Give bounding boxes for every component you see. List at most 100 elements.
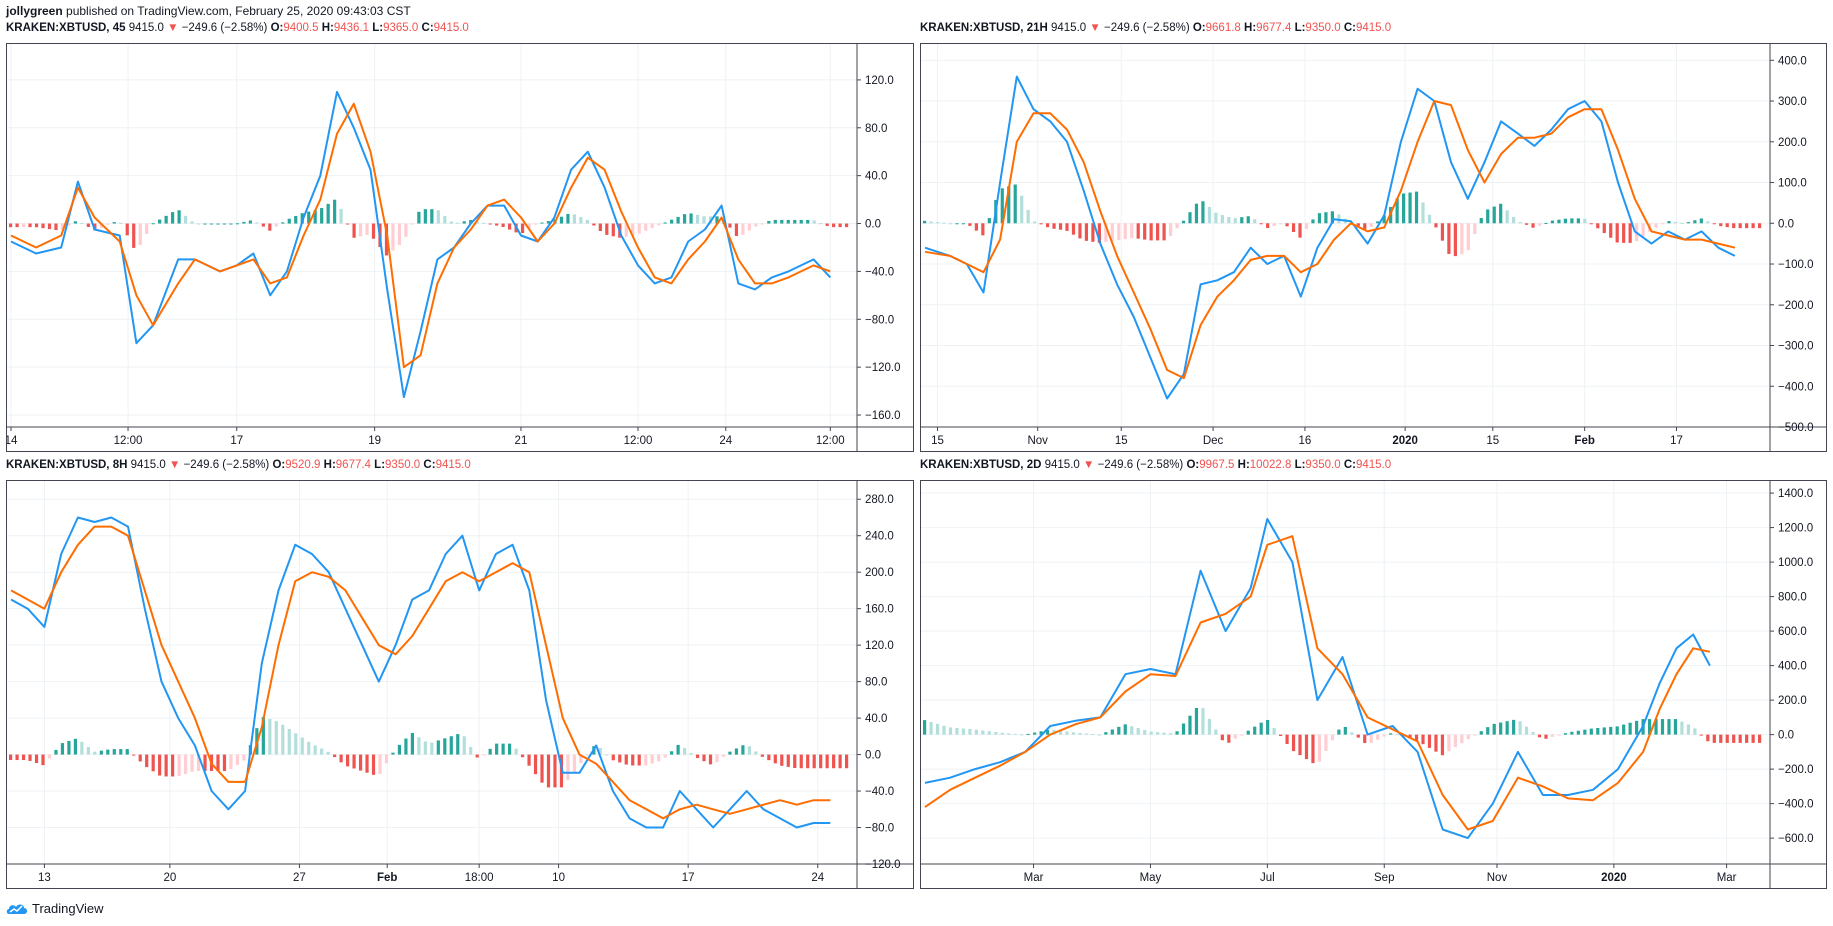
histogram-bar <box>1654 719 1658 735</box>
histogram-bar <box>1486 727 1490 735</box>
histogram-bar <box>125 223 129 236</box>
histogram-bar <box>1499 722 1503 735</box>
histogram-bar <box>358 754 363 771</box>
histogram-bar <box>1751 223 1755 229</box>
down-arrow-icon: ▼ <box>1089 22 1101 34</box>
histogram-bar <box>572 214 577 224</box>
histogram-bar <box>456 734 460 755</box>
histogram-bar <box>1304 734 1309 760</box>
y-tick-label: −400.0 <box>1778 799 1814 811</box>
histogram-bar <box>1641 223 1645 237</box>
histogram-bar <box>1583 729 1587 735</box>
signal-line <box>924 535 1711 831</box>
y-tick-label: 200.0 <box>1778 695 1807 707</box>
x-tick-label: 15 <box>931 435 944 447</box>
close-label: C: <box>1343 22 1356 34</box>
histogram-bar <box>339 754 343 763</box>
histogram-bar <box>747 223 751 231</box>
histogram-bar <box>514 748 518 755</box>
histogram-bar <box>508 743 512 755</box>
histogram-bar <box>767 221 771 224</box>
footer-brand[interactable]: TradingView <box>6 898 104 918</box>
histogram-bar <box>1259 722 1263 735</box>
histogram-bar <box>987 218 991 224</box>
histogram-bar <box>1065 731 1069 735</box>
histogram-bar <box>929 721 933 735</box>
histogram-bar <box>994 732 998 735</box>
histogram-bar <box>261 716 265 755</box>
histogram-bar <box>469 220 473 224</box>
histogram-bar <box>637 754 641 766</box>
histogram-bar <box>495 223 499 226</box>
histogram-bar <box>1246 216 1250 224</box>
symbol-label[interactable]: KRAKEN:XBTUSD, 45 <box>6 22 126 34</box>
histogram-bar <box>423 741 427 755</box>
histogram-bar <box>1337 729 1341 735</box>
histogram-bar <box>1492 206 1496 224</box>
histogram-bar <box>1738 734 1742 743</box>
macd-chart-45m[interactable]: 120.0 80.0 40.0 0.0 −40.0 −80.0 −120.0 −160.0 14… <box>6 43 914 452</box>
histogram-bar <box>47 223 52 230</box>
histogram-bar <box>1635 720 1639 735</box>
histogram-bar <box>209 223 214 225</box>
x-tick-label: 13 <box>38 872 51 884</box>
histogram-bar <box>585 754 589 756</box>
histogram-bar <box>1596 727 1600 735</box>
histogram-bar <box>1143 223 1147 240</box>
histogram-bar <box>624 223 628 237</box>
histogram-bar <box>164 215 168 224</box>
histogram-bar <box>572 754 577 772</box>
histogram-bar <box>1602 727 1606 735</box>
author-name[interactable]: jollygreen <box>6 4 63 18</box>
histogram-bar <box>1033 732 1037 735</box>
histogram-bar <box>780 754 784 766</box>
histogram-bar <box>86 223 90 227</box>
high-value: 9677.4 <box>1256 22 1292 34</box>
chart-svg: 280.0 240.0 200.0 160.0 120.0 80.0 40.0 0.0 −40.… <box>7 481 913 888</box>
histogram-bar <box>138 223 142 246</box>
macd-chart-21h[interactable]: 400.0 300.0 200.0 100.0 0.0 −100.0 −200.0 −300.… <box>920 43 1827 452</box>
histogram-bar <box>1227 217 1231 224</box>
histogram-bar <box>734 748 739 755</box>
histogram-bar <box>73 738 78 755</box>
histogram-bar <box>1162 223 1166 241</box>
histogram-bar <box>1628 223 1632 243</box>
y-tick-label: −120.0 <box>865 362 901 374</box>
histogram-bar <box>1363 734 1367 743</box>
macd-chart-2d[interactable]: 1400.0 1200.0 1000.0 800.0 600.0 400.0 200.0 0.… <box>920 480 1827 889</box>
histogram-bar <box>54 749 58 755</box>
histogram-bar <box>695 754 700 759</box>
histogram-bar <box>689 213 693 224</box>
symbol-label[interactable]: KRAKEN:XBTUSD, 8H <box>6 459 128 471</box>
histogram-bar <box>15 754 19 761</box>
histogram-bar <box>838 754 842 769</box>
high-label: H: <box>1237 459 1250 471</box>
histogram-bar <box>1253 219 1257 224</box>
y-tick-label: 200.0 <box>1778 137 1807 149</box>
histogram-bar <box>923 220 927 224</box>
histogram-bar <box>1537 734 1542 738</box>
histogram-bar <box>968 729 972 735</box>
histogram-bar <box>1693 220 1697 224</box>
histogram-bar <box>1298 734 1302 756</box>
histogram-bar <box>1201 708 1205 735</box>
histogram-bar <box>449 221 453 224</box>
histogram-bar <box>1091 223 1095 242</box>
histogram-bar <box>495 743 499 755</box>
histogram-bar <box>1401 193 1406 224</box>
symbol-label[interactable]: KRAKEN:XBTUSD, 2D <box>920 459 1042 471</box>
macd-chart-8h[interactable]: 280.0 240.0 200.0 160.0 120.0 80.0 40.0 0.0 −40.… <box>6 480 914 889</box>
histogram-bar <box>579 217 583 224</box>
symbol-label[interactable]: KRAKEN:XBTUSD, 21H <box>920 22 1048 34</box>
y-tick-label: 1200.0 <box>1778 523 1813 535</box>
histogram-bar <box>1725 734 1729 743</box>
histogram-bar <box>644 223 648 231</box>
y-tick-label: −40.0 <box>865 786 894 798</box>
histogram-bar <box>1369 734 1373 743</box>
histogram-bar <box>1104 732 1108 735</box>
histogram-bar <box>1084 733 1089 735</box>
histogram-bar <box>1220 215 1224 224</box>
histogram-bar <box>352 223 356 238</box>
histogram-bar <box>28 754 32 761</box>
histogram-bar <box>93 751 97 755</box>
